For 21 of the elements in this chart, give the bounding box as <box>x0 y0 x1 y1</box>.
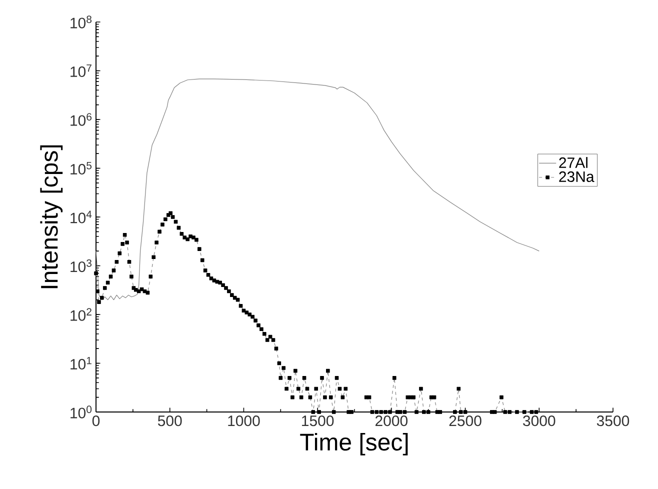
y-tick-label: 10$^{4}$ <box>70 210 92 224</box>
x-tick-label: 1500 <box>302 416 334 426</box>
y-tick-label: 10$^{1}$ <box>70 356 92 370</box>
y-tick-label: 10$^{0}$ <box>70 406 92 418</box>
x-tick-label: 1000 <box>228 416 260 426</box>
y-tick-label: 10$^{2}$ <box>70 308 92 321</box>
y-tick-label: 10$^{5}$ <box>70 162 92 175</box>
x-tick-label: 500 <box>158 416 182 426</box>
y-tick-label: 10$^{3}$ <box>70 259 92 272</box>
y-tick-label: 10$^{6}$ <box>70 113 92 126</box>
legend-label: 27Al <box>559 157 588 168</box>
x-tick-label: 3000 <box>523 416 556 426</box>
x-tick-label: 3500 <box>596 416 630 426</box>
x-tick-label: 2500 <box>449 416 482 426</box>
x-tick-label: 0 <box>92 416 100 426</box>
x-axis-title: Time [sec] <box>300 433 408 456</box>
y-tick-label: 10$^{7}$ <box>70 64 92 78</box>
legend-label: 23Na <box>559 171 594 182</box>
y-axis-title: Intensity [cps] <box>40 145 63 288</box>
x-tick-label: 2000 <box>376 416 408 426</box>
y-tick-label: 10$^{8}$ <box>70 16 92 28</box>
